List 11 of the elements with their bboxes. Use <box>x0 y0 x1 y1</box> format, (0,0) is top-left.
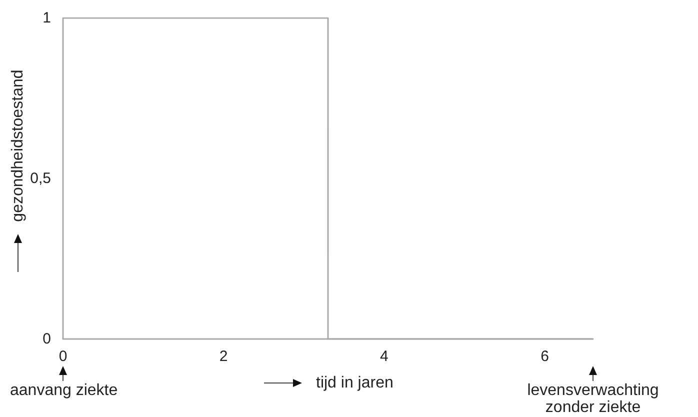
text: levensverwachting zonder ziekte <box>527 382 659 416</box>
y-tick-label: 0 <box>42 330 51 348</box>
x-tick-label: 0 <box>58 348 68 365</box>
x-tick-label: 4 <box>380 348 388 365</box>
x-tick-label: 6 <box>540 348 549 365</box>
text: aanvang ziekte <box>10 382 118 399</box>
y-tick-label: 1 <box>42 10 51 26</box>
x-tick-label: 2 <box>219 348 228 365</box>
x-axis-title: tijd in jaren <box>316 374 394 392</box>
y-axis-title: gezondheidstoestand <box>10 70 26 222</box>
y-tick-label: 0,5 <box>30 170 51 187</box>
